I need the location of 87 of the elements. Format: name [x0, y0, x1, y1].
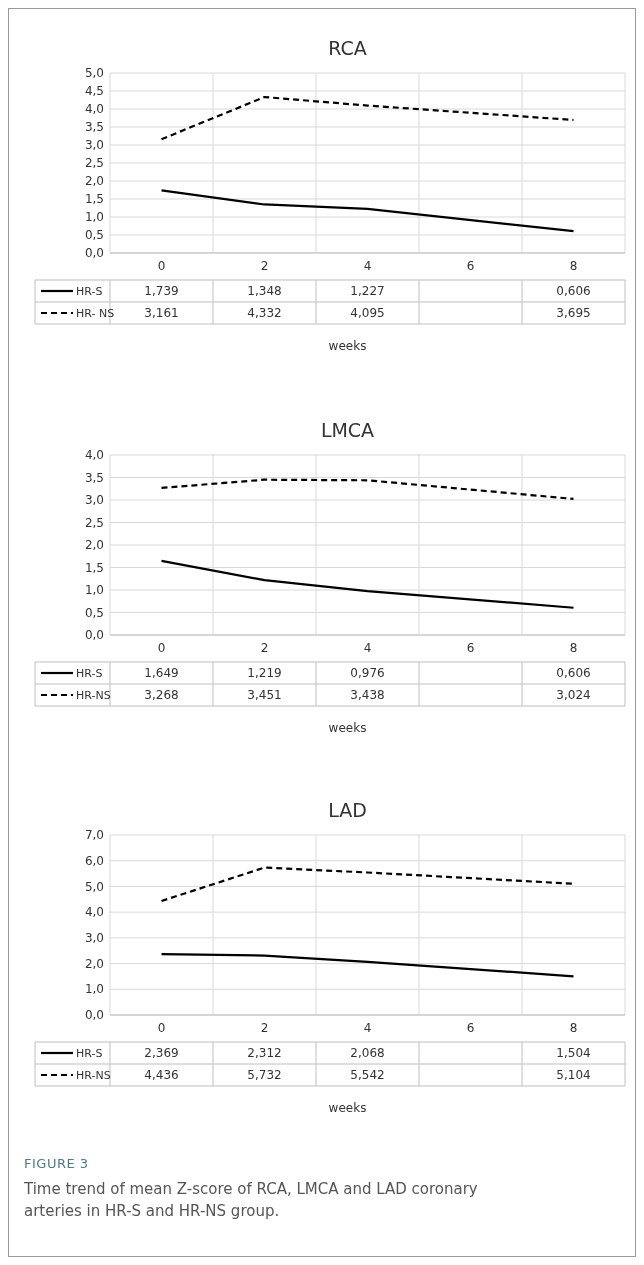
y-tick-label: 1,5: [84, 192, 104, 207]
x-axis-title: weeks: [328, 339, 367, 353]
data-label: 4,095: [350, 306, 385, 321]
data-label: 5,542: [350, 1068, 385, 1083]
caption: FIGURE 3: [24, 1156, 89, 1171]
data-label: 1,739: [144, 284, 179, 299]
line-series: [160, 478, 575, 501]
line-series: [160, 559, 575, 609]
x-tick-label: 8: [569, 641, 578, 655]
x-tick-label: 8: [569, 1021, 578, 1035]
y-tick-label: 7,0: [84, 828, 104, 843]
y-tick-label: 3,5: [84, 470, 104, 485]
x-axis-title: weeks: [328, 721, 367, 735]
legend-label: HR-S: [76, 1046, 103, 1060]
y-tick-label: 3,0: [84, 493, 104, 508]
x-tick-label: 0: [157, 641, 166, 655]
y-tick-label: 2,0: [84, 174, 104, 189]
text: Time trend of mean Z-score of RCA, LMCA and LAD coronary arteries in HR-S and HR-NS group.: [23, 1180, 478, 1220]
line-series: [160, 189, 575, 233]
legend-label: HR-NS: [76, 688, 111, 702]
data-label: 3,268: [144, 688, 179, 703]
legend-label: HR-S: [76, 666, 103, 680]
data-label: 4,332: [247, 306, 282, 321]
legend-label: HR-S: [76, 284, 103, 298]
x-tick-label: 0: [157, 1021, 166, 1035]
y-tick-label: 0,0: [84, 628, 104, 643]
data-label: 3,024: [556, 688, 591, 703]
y-tick-label: 0,0: [84, 246, 104, 261]
data-label: 1,348: [247, 284, 282, 299]
x-tick-label: 4: [363, 259, 372, 273]
y-tick-label: 2,0: [84, 956, 104, 971]
data-label: 1,227: [350, 284, 385, 299]
y-tick-label: 2,0: [84, 538, 104, 553]
line-series: [160, 866, 575, 903]
x-tick-label: 8: [569, 259, 578, 273]
x-tick-label: 6: [466, 1021, 475, 1035]
x-tick-label: 6: [466, 641, 475, 655]
y-tick-label: 1,5: [84, 560, 104, 575]
y-tick-label: 1,0: [84, 982, 104, 997]
y-tick-label: 4,0: [84, 448, 104, 463]
y-tick-label: 0,5: [84, 605, 104, 620]
y-tick-label: 4,0: [84, 905, 104, 920]
data-label: 2,312: [247, 1046, 282, 1061]
x-axis-title: weeks: [328, 1101, 367, 1115]
data-label: 2,068: [350, 1046, 385, 1061]
line-series: [160, 952, 575, 978]
y-tick-label: 5,0: [84, 879, 104, 894]
y-tick-label: 1,0: [84, 210, 104, 225]
y-tick-label: 3,5: [84, 120, 104, 135]
data-label: 1,219: [247, 666, 282, 681]
y-tick-label: 4,0: [84, 102, 104, 117]
data-label: 3,451: [247, 688, 282, 703]
y-tick-label: 0,5: [84, 228, 104, 243]
y-tick-label: 2,5: [84, 515, 104, 530]
chart-title: RCA: [328, 37, 367, 59]
data-label: 3,438: [350, 688, 385, 703]
y-tick-label: 2,5: [84, 156, 104, 171]
chart-title: LMCA: [320, 419, 375, 441]
y-tick-label: 3,0: [84, 931, 104, 946]
y-tick-label: 6,0: [84, 853, 104, 868]
data-label: 5,732: [247, 1068, 282, 1083]
x-tick-label: 6: [466, 259, 475, 273]
legend-label: HR-NS: [76, 1068, 111, 1082]
data-label: 5,104: [556, 1068, 591, 1083]
y-tick-label: 4,5: [84, 84, 104, 99]
data-label: 3,161: [144, 306, 179, 321]
x-tick-label: 4: [363, 641, 372, 655]
x-tick-label: 2: [260, 1021, 269, 1035]
data-label: 1,504: [556, 1046, 591, 1061]
data-label: 2,369: [144, 1046, 179, 1061]
data-label: 0,976: [350, 666, 385, 681]
legend-label: HR- NS: [76, 306, 115, 320]
x-tick-label: 4: [363, 1021, 372, 1035]
y-tick-label: 5,0: [84, 66, 104, 81]
data-label: 0,606: [556, 284, 591, 299]
x-tick-label: 0: [157, 259, 166, 273]
data-label: 3,695: [556, 306, 591, 321]
line-series: [160, 95, 575, 141]
x-tick-label: 2: [260, 259, 269, 273]
chart-title: LAD: [328, 799, 367, 821]
y-tick-label: 1,0: [84, 583, 104, 598]
y-tick-label: 0,0: [84, 1008, 104, 1023]
data-label: 0,606: [556, 666, 591, 681]
data-label: 4,436: [144, 1068, 179, 1083]
data-label: 1,649: [144, 666, 179, 681]
x-tick-label: 2: [260, 641, 269, 655]
y-tick-label: 3,0: [84, 138, 104, 153]
